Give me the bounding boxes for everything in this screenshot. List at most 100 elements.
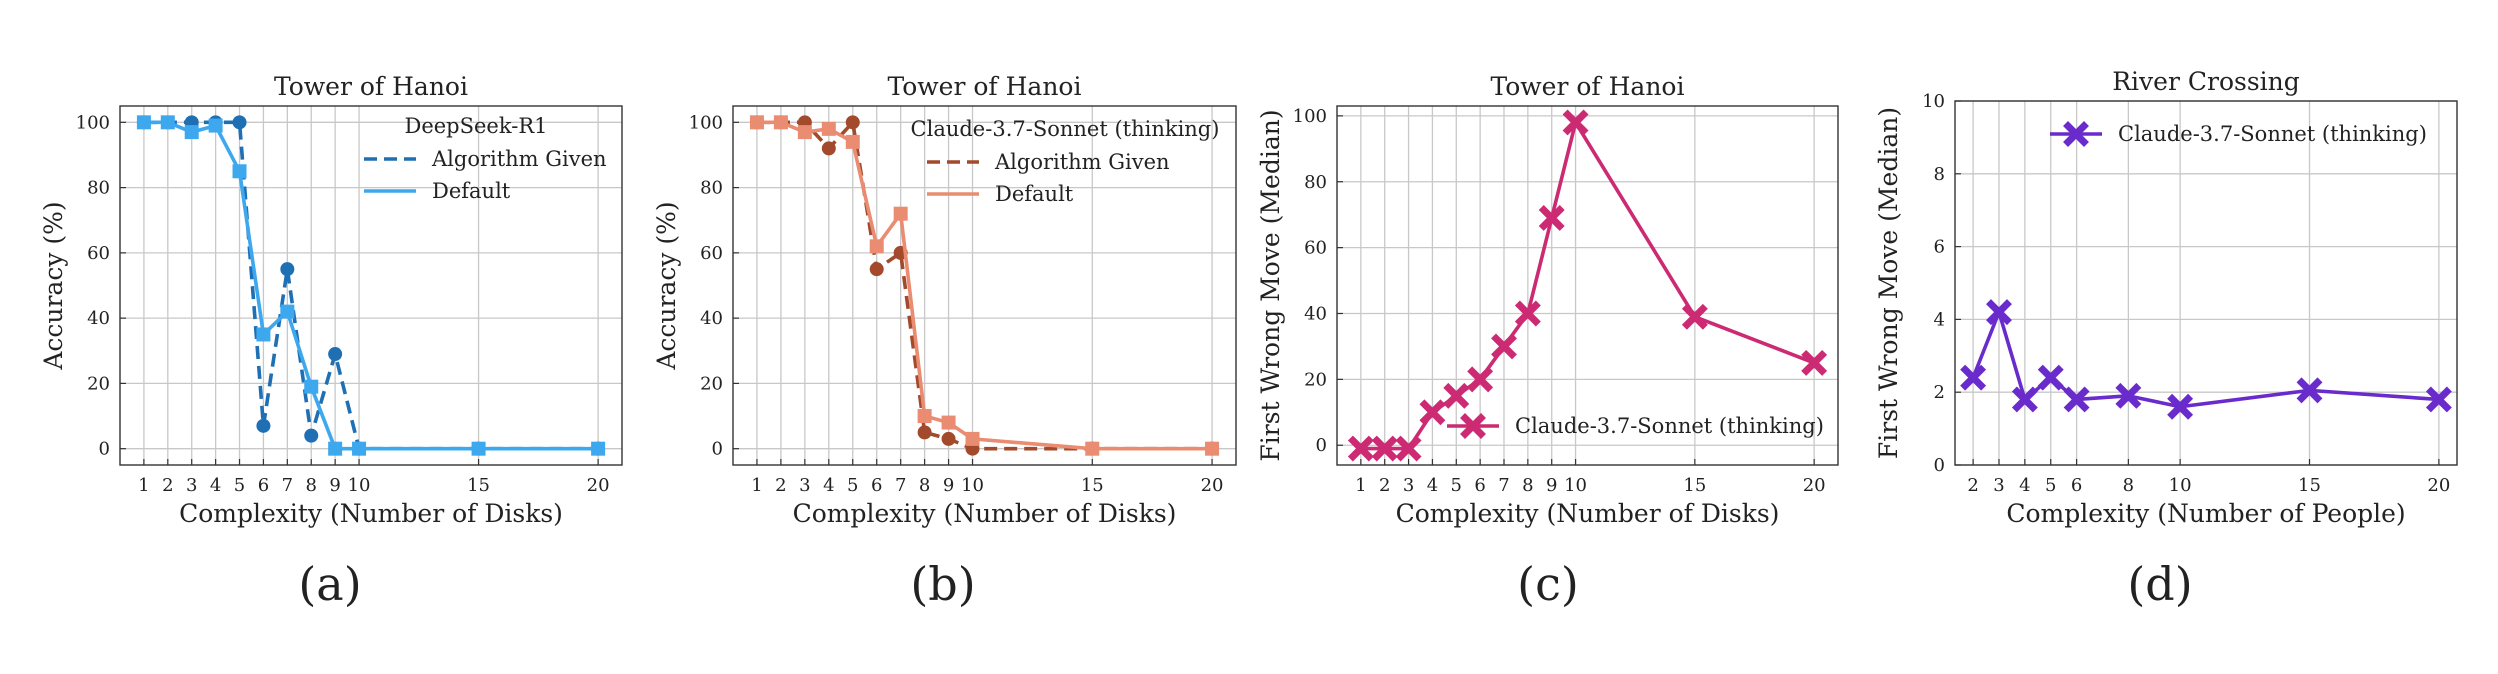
- data-point: [845, 134, 860, 149]
- data-point: [869, 262, 884, 277]
- axes-frame: [119, 105, 623, 466]
- x-tick-label: 15: [1081, 475, 1104, 496]
- data-point: [1443, 382, 1470, 409]
- panel-caption: (a): [298, 557, 361, 611]
- data-point: [232, 164, 247, 179]
- axes-frame: [1954, 100, 2458, 466]
- data-point: [184, 125, 199, 140]
- y-tick-label: 40: [1304, 303, 1327, 324]
- y-tick-label: 20: [87, 373, 110, 394]
- y-axis-label: Accuracy (%): [652, 201, 681, 370]
- data-point: [280, 304, 295, 319]
- y-tick-label: 100: [689, 112, 723, 133]
- data-point: [1514, 300, 1541, 327]
- x-tick-label: 8: [306, 475, 317, 496]
- x-tick-label: 2: [775, 475, 786, 496]
- panel-caption: (b): [910, 557, 975, 611]
- data-point: [352, 441, 367, 456]
- x-tick-label: 1: [138, 475, 149, 496]
- series-default: [749, 115, 1220, 456]
- x-tick-label: 2: [1379, 475, 1390, 496]
- data-point: [1371, 435, 1398, 462]
- data-point: [1467, 366, 1494, 393]
- x-axis-label: Complexity (Number of People): [2006, 499, 2405, 528]
- x-axis-label: Complexity (Number of Disks): [793, 499, 1177, 528]
- y-axis-label: First Wrong Move (Median): [1256, 109, 1285, 461]
- data-point: [941, 431, 956, 446]
- series-line: [1360, 120, 1815, 451]
- x-tick-label: 5: [847, 475, 858, 496]
- data-point: [749, 115, 764, 130]
- legend-label: Default: [432, 179, 511, 203]
- data-point: [1801, 349, 1828, 376]
- y-tick-label: 20: [1304, 369, 1327, 390]
- data-point: [304, 428, 319, 443]
- x-tick-label: 9: [329, 475, 340, 496]
- x-tick-label: 10: [1564, 475, 1587, 496]
- legend: Claude-3.7-Sonnet (thinking) Algorithm Gi…: [911, 117, 1220, 206]
- series-claude-3-7-sonnet-thinking-: [1960, 299, 2452, 420]
- chart-title: Tower of Hanoi: [888, 72, 1082, 101]
- y-tick-label: 100: [1293, 106, 1327, 127]
- data-point: [1205, 441, 1220, 456]
- x-axis-label: Complexity (Number of Disks): [1396, 499, 1780, 528]
- data-point: [328, 441, 343, 456]
- legend: DeepSeek-R1 Algorithm Given Default: [364, 114, 607, 203]
- y-tick-label: 2: [1934, 382, 1945, 403]
- data-point: [256, 327, 271, 342]
- data-point: [2167, 393, 2194, 420]
- y-tick-label: 0: [1316, 435, 1327, 456]
- x-tick-label: 3: [186, 475, 197, 496]
- y-tick-label: 40: [87, 308, 110, 329]
- x-tick-label: 15: [2298, 475, 2321, 496]
- data-point: [304, 379, 319, 394]
- axes-frame: [1336, 105, 1839, 466]
- y-tick-label: 10: [1922, 91, 1945, 112]
- x-tick-label: 15: [1683, 475, 1706, 496]
- data-point: [328, 347, 343, 362]
- data-point: [1562, 109, 1589, 136]
- x-tick-label: 10: [348, 475, 371, 496]
- x-tick-label: 15: [467, 475, 490, 496]
- chart-title: Tower of Hanoi: [1491, 72, 1685, 101]
- panel-caption: (d): [2127, 557, 2192, 611]
- data-point: [2425, 386, 2452, 413]
- x-tick-label: 4: [2019, 475, 2030, 496]
- data-point: [1491, 333, 1517, 360]
- x-tick-label: 6: [1474, 475, 1485, 496]
- y-tick-label: 100: [76, 112, 110, 133]
- x-tick-label: 20: [1201, 475, 1224, 496]
- x-tick-label: 9: [1546, 475, 1557, 496]
- data-point: [821, 141, 836, 156]
- axes-frame: [732, 105, 1237, 466]
- legend: Claude-3.7-Sonnet (thinking): [2050, 121, 2427, 147]
- series-line: [143, 120, 599, 451]
- data-point: [2115, 382, 2142, 409]
- legend-marker: [2063, 121, 2089, 147]
- x-tick-label: 6: [2071, 475, 2082, 496]
- series-line: [143, 120, 599, 451]
- x-tick-label: 20: [587, 475, 610, 496]
- panel-a: 1 2 3 4 5 6 7 8 9 10 15 20 0 20 40 60 80 100 Tower of Hano…: [39, 72, 623, 611]
- data-point: [1986, 299, 2012, 326]
- data-point: [1681, 303, 1708, 330]
- data-point: [965, 431, 980, 446]
- chart-title: Tower of Hanoi: [274, 72, 468, 101]
- y-tick-label: 60: [1304, 238, 1327, 259]
- data-point: [1395, 435, 1422, 462]
- data-point: [232, 115, 247, 130]
- data-point: [821, 121, 836, 136]
- legend-label: Algorithm Given: [994, 150, 1170, 174]
- x-tick-label: 4: [210, 475, 221, 496]
- x-tick-label: 1: [1355, 475, 1366, 496]
- data-point: [1347, 435, 1374, 462]
- y-tick-label: 6: [1934, 237, 1945, 258]
- x-tick-label: 3: [799, 475, 810, 496]
- x-tick-label: 2: [1967, 475, 1978, 496]
- x-tick-label: 4: [1427, 475, 1438, 496]
- x-tick-label: 20: [1803, 475, 1826, 496]
- legend: Claude-3.7-Sonnet (thinking): [1447, 413, 1824, 439]
- data-point: [591, 441, 606, 456]
- data-point: [917, 409, 932, 424]
